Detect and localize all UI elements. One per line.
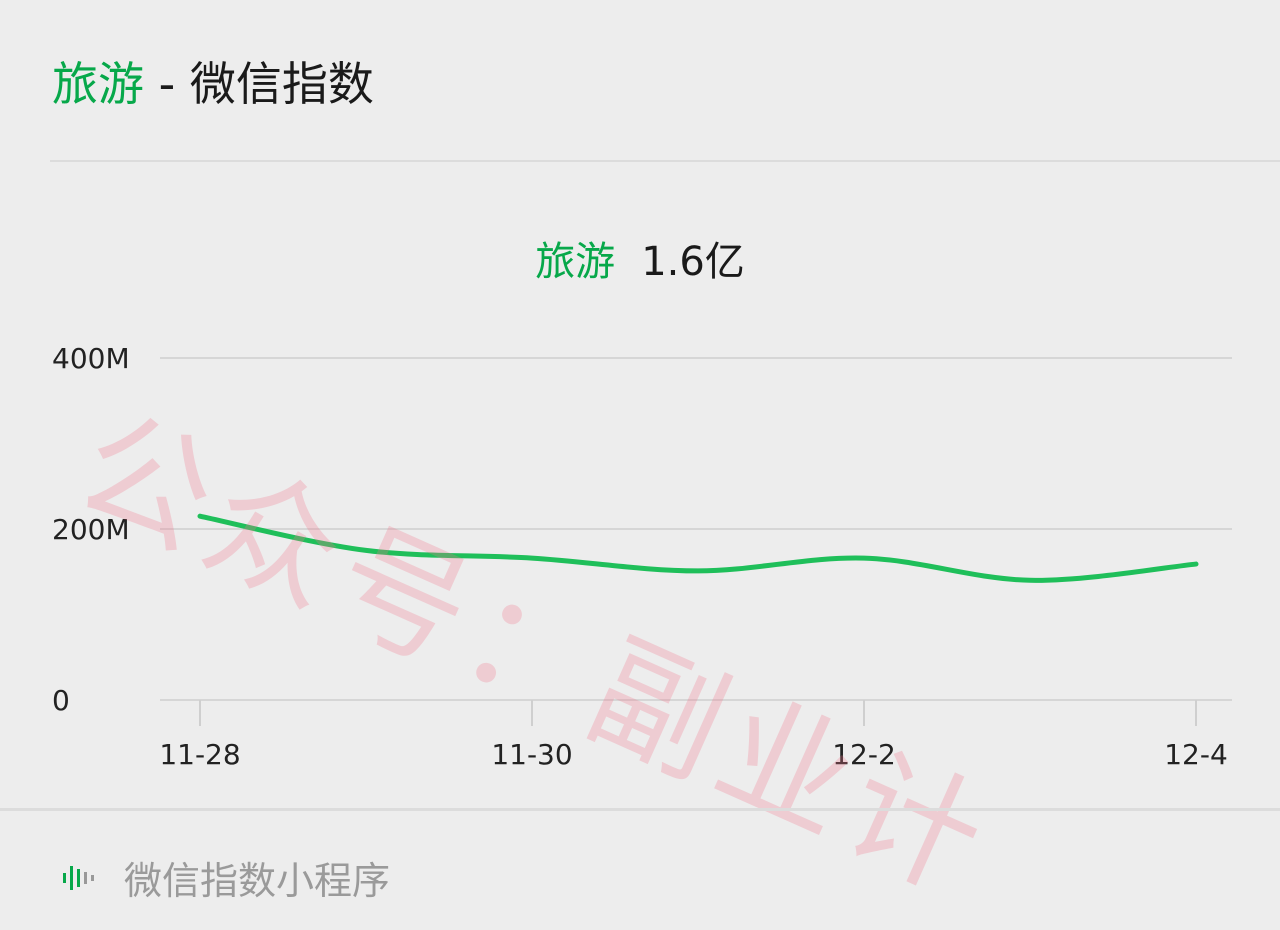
wechat-index-icon [62,863,96,893]
mini-program-label: 微信指数小程序 [124,850,390,905]
mini-program-link[interactable]: 微信指数小程序 [62,850,390,905]
x-tick-label: 12-2 [832,738,896,771]
footer-divider [0,808,1280,811]
x-tick-label: 11-30 [491,738,572,771]
series-line [200,516,1196,580]
y-tick-label: 0 [52,684,70,717]
line-chart: 0 200M 400M 11-28 11-30 12-2 12-4 [0,0,1280,800]
x-tick-label: 11-28 [159,738,240,771]
y-tick-label: 200M [52,513,130,546]
x-tick-label: 12-4 [1164,738,1228,771]
y-tick-label: 400M [52,342,130,375]
